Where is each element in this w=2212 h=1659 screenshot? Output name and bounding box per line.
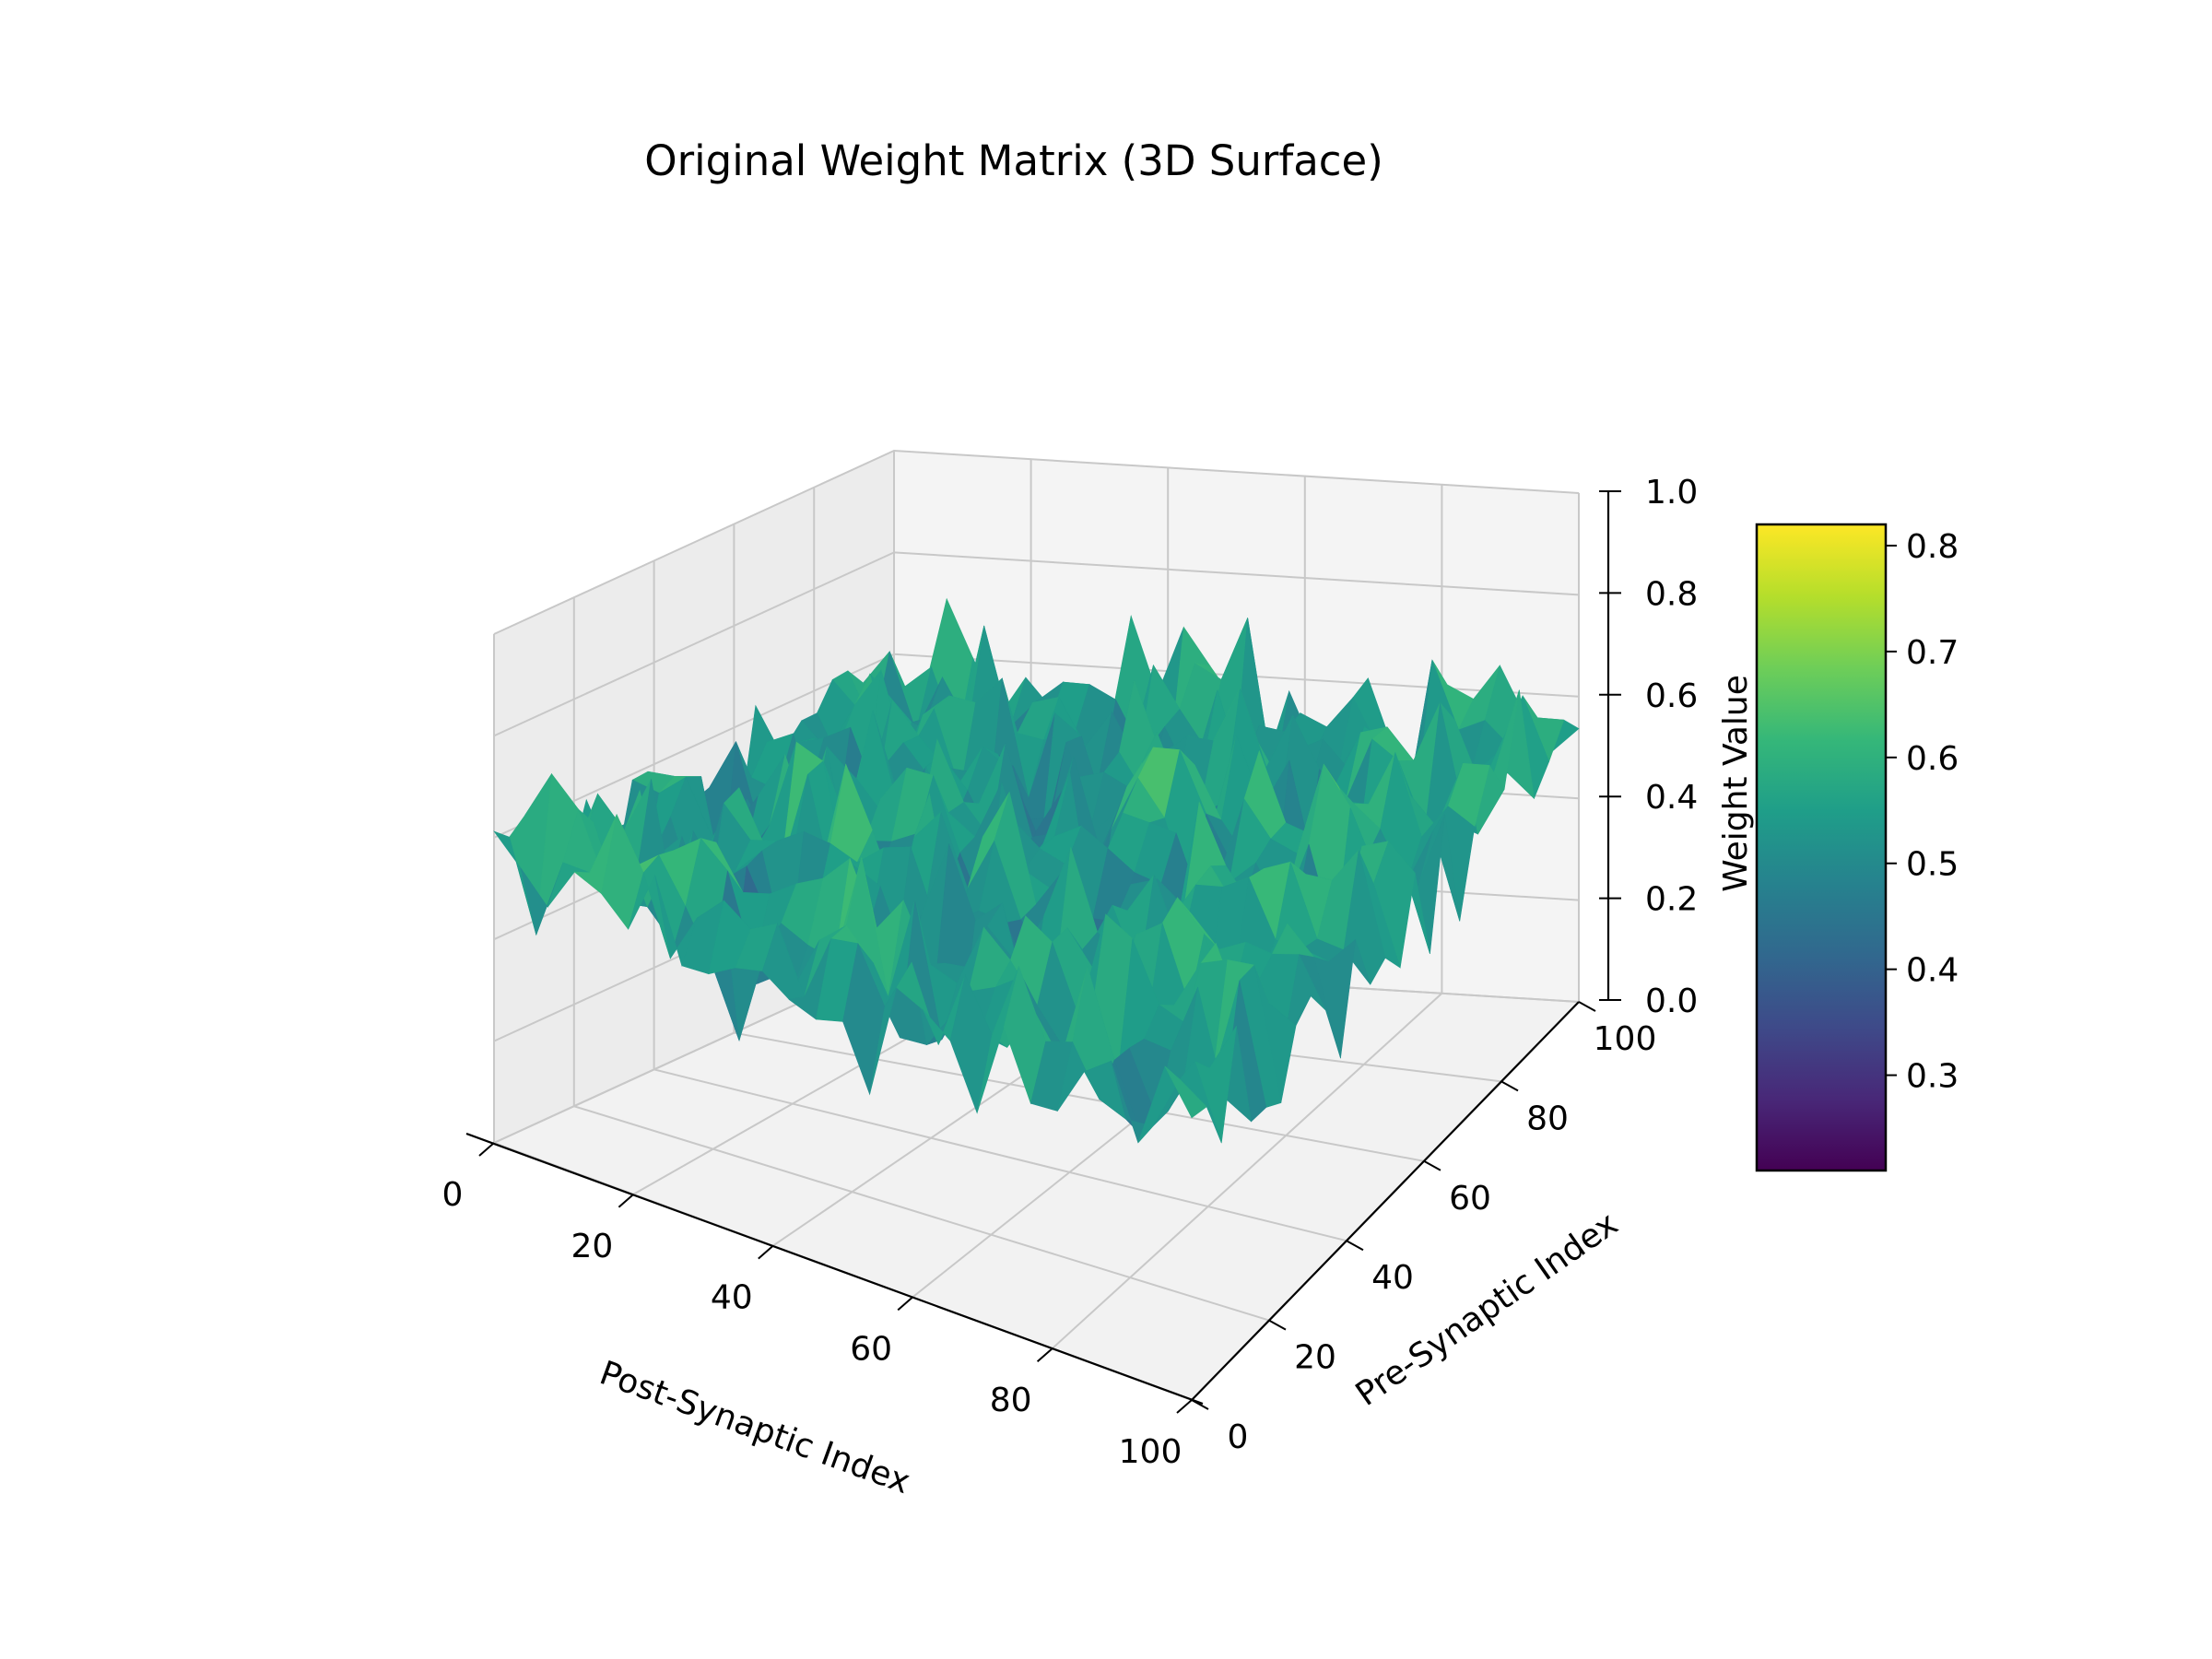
colorbar-tick-label: 0.8	[1906, 528, 1959, 566]
x-tick	[758, 1244, 774, 1260]
z-tick-label: 0.6	[1645, 677, 1698, 715]
z-tick-label: 0.0	[1645, 982, 1698, 1020]
y-tick-label: 80	[1526, 1100, 1569, 1137]
x-axis-label: Post-Synaptic Index	[594, 1354, 914, 1501]
y-tick-label: 60	[1449, 1180, 1491, 1218]
z-gridline	[493, 551, 1580, 737]
y-axis-label: Pre-Synaptic Index	[1349, 1205, 1625, 1414]
z-tick-label: 0.4	[1645, 779, 1698, 817]
z-tick-label: 0.8	[1645, 575, 1698, 613]
colorbar-tick-label: 0.6	[1906, 740, 1959, 778]
z-gridline	[493, 653, 1580, 839]
y-axis-line	[1191, 1001, 1580, 1401]
colorbar: 0.3 0.4 0.5 0.6 0.7 0.8	[1755, 523, 1959, 1172]
x-tick-label: 60	[850, 1330, 892, 1368]
x-tick-label: 40	[711, 1279, 753, 1317]
x-axis-line	[465, 1132, 1204, 1406]
x-tick	[618, 1194, 635, 1208]
x-tick-label: 80	[990, 1382, 1032, 1419]
chart-title: Original Weight Matrix (3D Surface)	[644, 136, 1383, 185]
y-tick	[1268, 1319, 1287, 1331]
surface-patch	[1164, 1065, 1207, 1119]
x-tick-label: 0	[442, 1176, 464, 1214]
y-tick-label: 20	[1294, 1339, 1336, 1377]
colorbar-tick-label: 0.4	[1906, 952, 1959, 990]
z-axis-label: Weight Value	[1717, 675, 1755, 892]
x-tick	[897, 1296, 913, 1312]
z-gridline	[493, 449, 1580, 635]
x-tick	[1176, 1399, 1193, 1414]
y-tick-label: 100	[1594, 1020, 1657, 1058]
colorbar-tick-label: 0.5	[1906, 846, 1959, 884]
y-tick	[1346, 1240, 1364, 1252]
colorbar-tick-label: 0.7	[1906, 634, 1959, 672]
surface-plot	[493, 597, 1580, 1144]
x-tick-label: 100	[1119, 1433, 1182, 1471]
x-tick	[478, 1142, 495, 1157]
y-tick-label: 0	[1228, 1418, 1249, 1456]
colorbar-gradient	[1755, 523, 1888, 1172]
axis-lines	[465, 491, 1610, 1406]
z-tick-label: 0.2	[1645, 881, 1698, 919]
x-tick	[1036, 1347, 1053, 1362]
y-tick	[1423, 1159, 1441, 1171]
y-tick	[1578, 1001, 1596, 1012]
x-tick-label: 20	[571, 1228, 613, 1265]
y-tick	[1191, 1399, 1209, 1410]
z-tick-label: 1.0	[1645, 474, 1698, 512]
y-tick-label: 40	[1371, 1259, 1414, 1297]
y-tick	[1500, 1080, 1519, 1092]
colorbar-tick-label: 0.3	[1906, 1058, 1959, 1096]
